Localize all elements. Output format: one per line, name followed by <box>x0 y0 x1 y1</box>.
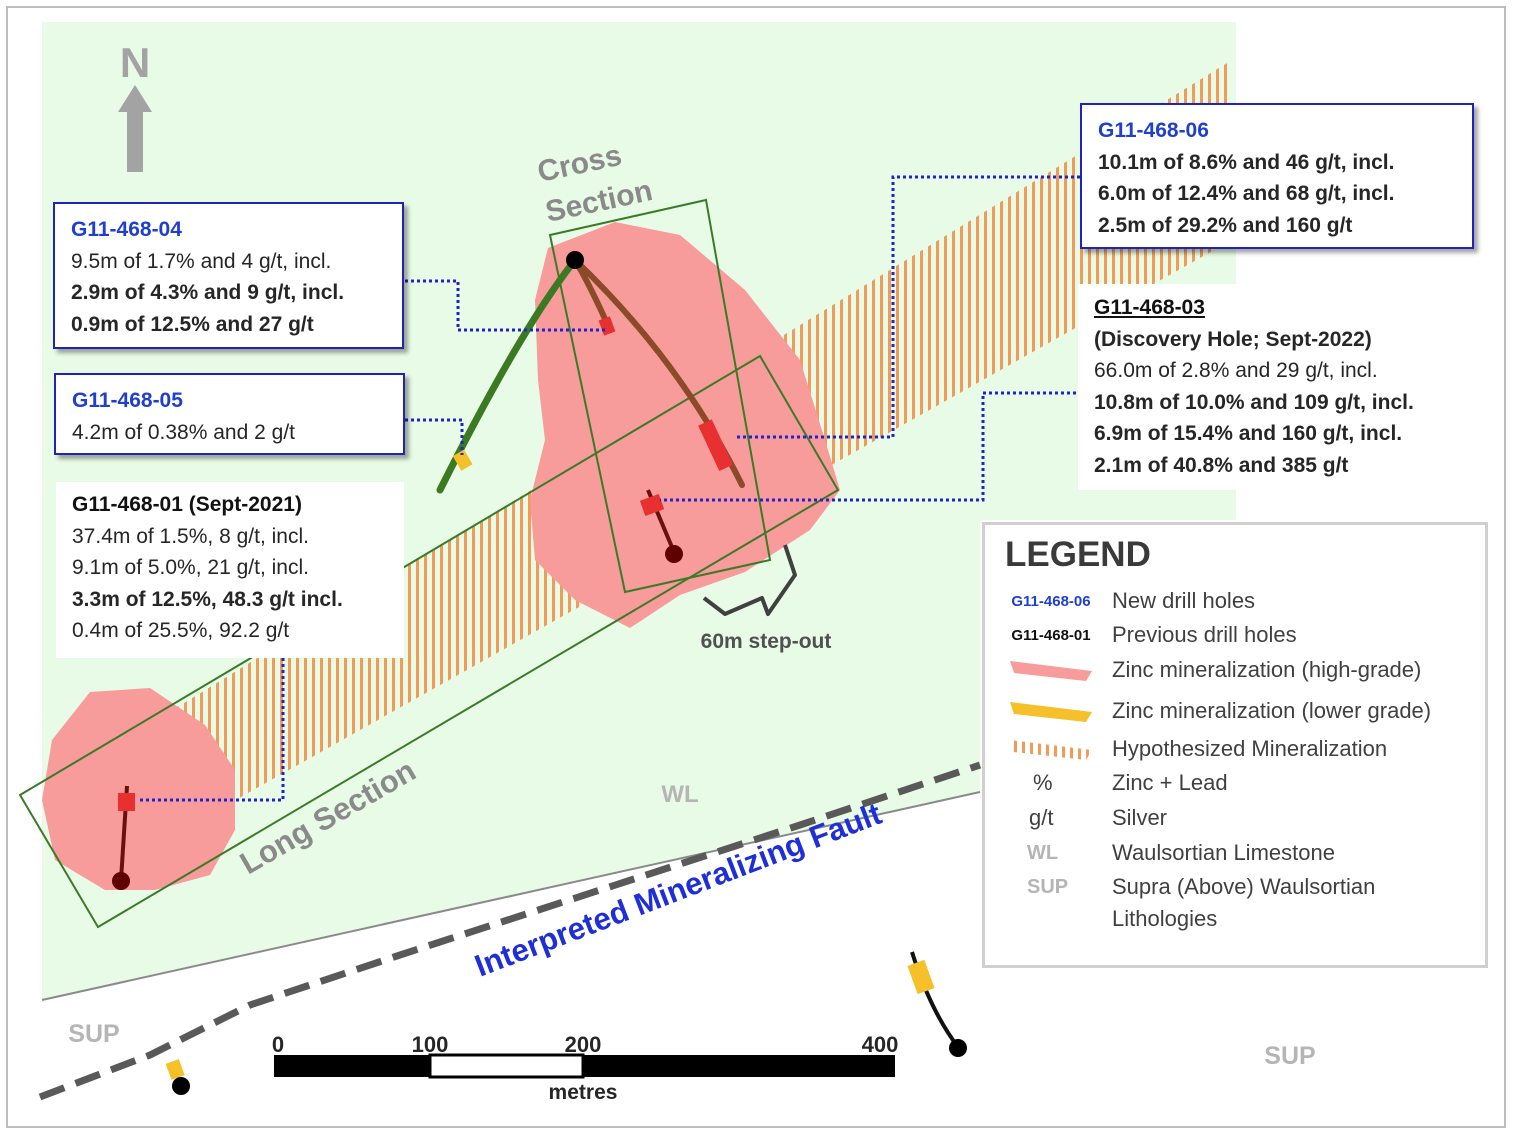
step-out-label: 60m step-out <box>701 630 832 653</box>
scale-tick-400: 400 <box>862 1032 899 1057</box>
callout-line: 6.9m of 15.4% and 160 g/t, incl. <box>1094 422 1403 445</box>
intercept-g11-468-06 <box>698 419 733 472</box>
callout-leader-h03 <box>660 391 1076 502</box>
north-arrow-shaft <box>127 110 143 172</box>
legend-symbol-wl: WL <box>1027 841 1059 864</box>
long-section-box <box>18 354 840 929</box>
scale-tick-0: 0 <box>272 1032 284 1057</box>
callout-line: 0.9m of 12.5% and 27 g/t <box>71 312 314 336</box>
callout-leader-h05 <box>405 418 464 455</box>
legend-row-silver: g/t Silver <box>985 801 1485 835</box>
sup-unit-label-left: SUP <box>68 1020 119 1048</box>
legend-row-lower-grade: Zinc mineralization (lower grade) <box>985 694 1485 728</box>
callout-title: G11-468-03 <box>1094 296 1205 319</box>
legend-title: LEGEND <box>1005 535 1151 574</box>
legend: LEGEND G11-468-06 New drill holes G11-46… <box>982 522 1488 968</box>
scale-bar-segment-2 <box>428 1053 585 1079</box>
legend-label: Zinc mineralization (high-grade) <box>1112 657 1422 682</box>
hatch-swatch-icon <box>1010 740 1092 760</box>
scale-bar-segment-3 <box>583 1055 895 1077</box>
intercept-g11-468-01 <box>118 793 135 811</box>
legend-row-zinc-lead: % Zinc + Lead <box>985 766 1485 800</box>
legend-row-high-grade: Zinc mineralization (high-grade) <box>985 653 1485 687</box>
high-grade-swatch-icon <box>1010 661 1092 681</box>
legend-label: New drill holes <box>1112 588 1256 613</box>
contact-line <box>41 791 981 1001</box>
callout-line: 9.1m of 5.0%, 21 g/t, incl. <box>72 556 309 579</box>
legend-label: Zinc mineralization (lower grade) <box>1112 698 1432 723</box>
collar-sup-left <box>172 1077 190 1095</box>
legend-symbol-sup: SUP <box>1027 875 1069 898</box>
intercept-sup-right <box>907 959 935 995</box>
legend-label-continued: Lithologies <box>1112 906 1218 931</box>
callout-title: G11-468-01 (Sept-2021) <box>72 493 302 516</box>
wl-unit-label: WL <box>661 781 698 808</box>
callout-g11-468-03: G11-468-03 (Discovery Hole; Sept-2022) 6… <box>1078 284 1478 490</box>
intercept-g11-468-03 <box>639 494 665 516</box>
legend-label: Hypothesized Mineralization <box>1112 736 1388 761</box>
legend-label: Zinc + Lead <box>1112 770 1228 795</box>
north-arrow-letter: N <box>120 39 150 86</box>
step-out-bracket <box>702 544 797 616</box>
legend-label: Silver <box>1112 805 1168 830</box>
intercept-g11-468-05 <box>452 449 473 471</box>
callout-line: 37.4m of 1.5%, 8 g/t, incl. <box>72 524 309 548</box>
intercept-sup-left <box>165 1059 185 1080</box>
callout-leader-h04 <box>405 279 605 332</box>
drill-trace-g11-468-05 <box>436 256 579 494</box>
callout-line: 2.1m of 40.8% and 385 g/t <box>1094 453 1349 477</box>
figure-frame <box>6 6 1506 1128</box>
scale-tick-200: 200 <box>565 1032 602 1057</box>
legend-row-sup: SUP Supra (Above) Waulsortian Lithologie… <box>985 870 1485 940</box>
legend-row-hypothesized: Hypothesized Mineralization <box>985 732 1485 766</box>
callout-g11-468-05: G11-468-05 4.2m of 0.38% and 2 g/t <box>54 373 405 455</box>
callout-subtitle: (Discovery Hole; Sept-2022) <box>1094 327 1372 351</box>
callout-title: G11-468-06 <box>1098 119 1209 142</box>
callout-line: 6.0m of 12.4% and 68 g/t, incl. <box>1098 182 1395 205</box>
scale-unit: metres <box>549 1081 618 1104</box>
callout-line: 3.3m of 12.5%, 48.3 g/t incl. <box>72 587 343 611</box>
sup-unit-label-right: SUP <box>1264 1042 1315 1070</box>
callout-line: 10.8m of 10.0% and 109 g/t, incl. <box>1094 390 1414 414</box>
callout-title: G11-468-05 <box>72 389 183 412</box>
scale-tick-100: 100 <box>412 1032 449 1057</box>
scale-bar-segment-1 <box>274 1055 430 1077</box>
hole-end-g11-468-01 <box>112 872 130 890</box>
callout-line: 0.4m of 25.5%, 92.2 g/t <box>72 619 290 642</box>
legend-symbol-gt: g/t <box>1029 805 1054 830</box>
legend-label: Supra (Above) Waulsortian <box>1112 874 1376 899</box>
callout-title: G11-468-04 <box>71 218 182 241</box>
cross-section-box <box>548 198 772 594</box>
legend-row-wl: WL Waulsortian Limestone <box>985 836 1485 870</box>
legend-label: Previous drill holes <box>1112 622 1297 647</box>
legend-row-new-holes: G11-468-06 New drill holes <box>985 584 1485 618</box>
legend-symbol-new-hole: G11-468-06 <box>1011 592 1091 610</box>
collar-sup-right <box>949 1039 967 1057</box>
hole-end-g11-468-03 <box>665 545 683 563</box>
north-arrow-head <box>118 85 152 112</box>
callout-g11-468-04: G11-468-04 9.5m of 1.7% and 4 g/t, incl.… <box>53 202 404 349</box>
callout-line: 2.9m of 4.3% and 9 g/t, incl. <box>71 281 345 304</box>
callout-line: 10.1m of 8.6% and 46 g/t, incl. <box>1098 150 1395 174</box>
legend-row-previous-holes: G11-468-01 Previous drill holes <box>985 618 1485 652</box>
callout-line: 9.5m of 1.7% and 4 g/t, incl. <box>71 249 332 273</box>
lower-grade-swatch-icon <box>1010 702 1092 722</box>
callout-g11-468-01: G11-468-01 (Sept-2021) 37.4m of 1.5%, 8 … <box>56 482 404 658</box>
callout-line: 4.2m of 0.38% and 2 g/t <box>72 420 295 444</box>
legend-symbol-previous-hole: G11-468-01 <box>1011 626 1091 644</box>
callout-line: 2.5m of 29.2% and 160 g/t <box>1098 213 1353 237</box>
fault-line <box>38 761 982 1101</box>
collar-main <box>566 251 584 269</box>
callout-g11-468-06: G11-468-06 10.1m of 8.6% and 46 g/t, inc… <box>1080 103 1474 249</box>
high-grade-zone-south <box>42 688 235 890</box>
legend-label: Waulsortian Limestone <box>1112 840 1335 865</box>
legend-symbol-percent: % <box>1033 770 1053 795</box>
callout-line: 66.0m of 2.8% and 29 g/t, incl. <box>1094 359 1378 382</box>
